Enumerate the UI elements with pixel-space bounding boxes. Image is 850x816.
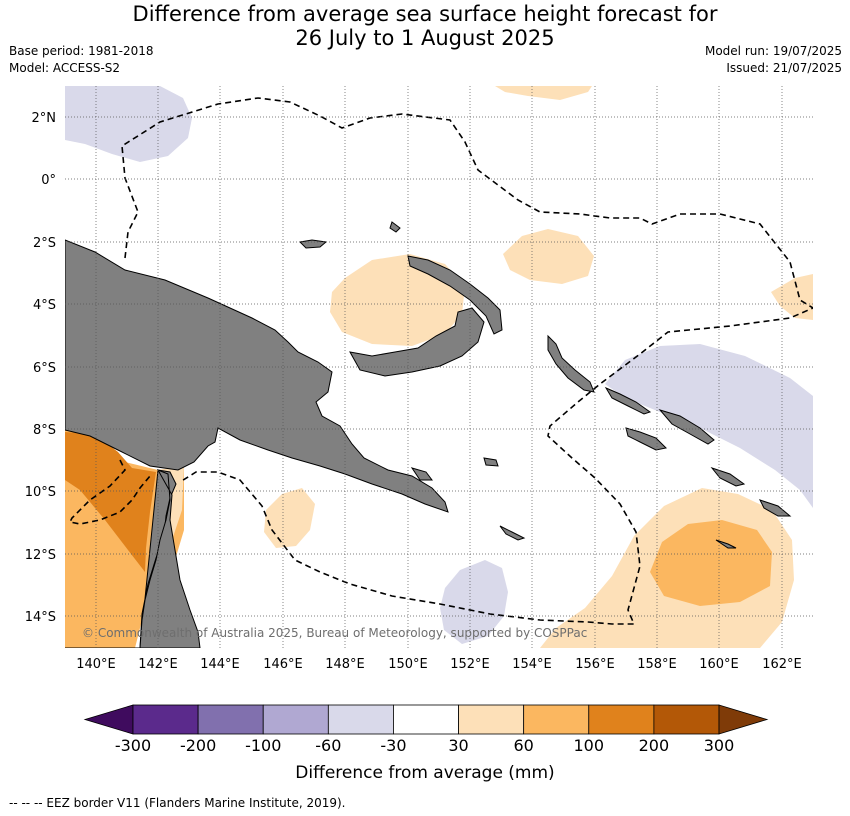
- copyright-text: © Commonwealth of Australia 2025, Bureau…: [82, 626, 587, 640]
- eez-border: [68, 97, 813, 625]
- land-rennell: [759, 499, 792, 517]
- colorbar-swatch: [523, 704, 590, 735]
- issued-date: Issued: 21/07/2025: [726, 61, 842, 75]
- lat-label-6s: 6°S: [33, 361, 56, 376]
- meta-right: Model run: 19/07/2025 Issued: 21/07/2025: [705, 43, 842, 77]
- land-solomons-north: [604, 386, 652, 415]
- colorbar-swatch: [327, 704, 394, 735]
- land-rossel: [715, 539, 737, 549]
- lon-label-160: 160°E: [699, 657, 739, 672]
- meta-left: Base period: 1981-2018 Model: ACCESS-S2: [9, 43, 154, 77]
- colorbar: -300 -200 -100 -60 -30 30 60 100 200 300 Differen…: [83, 704, 769, 783]
- lat-label-2n: 2°N: [32, 111, 57, 126]
- lat-label-2s: 2°S: [33, 236, 56, 251]
- gridlines: [65, 86, 813, 648]
- land-new-britain: [349, 307, 485, 377]
- land-lihir: [389, 221, 401, 233]
- forecast-map: © Commonwealth of Australia 2025, Bureau…: [25, 86, 813, 783]
- anomaly-negative-north: [65, 86, 192, 162]
- colorbar-tick-label: 60: [513, 736, 533, 755]
- anomaly-positive-central: [330, 254, 465, 346]
- anomaly-positive-southeast-core: [650, 520, 772, 606]
- land-queensland: [139, 469, 201, 648]
- lat-label-0: 0°: [41, 173, 56, 188]
- lon-label-142: 142°E: [138, 657, 178, 672]
- map-title: Difference from average sea surface heig…: [0, 2, 850, 50]
- colorbar-tick-label: -300: [115, 736, 151, 755]
- title-line-2: 26 July to 1 August 2025: [295, 26, 555, 50]
- colorbar-label: Difference from average (mm): [295, 763, 554, 783]
- lat-label-12s: 12°S: [25, 548, 56, 563]
- colorbar-tick-label: -100: [245, 736, 281, 755]
- lat-label-8s: 8°S: [33, 423, 56, 438]
- land-solomons-central: [658, 409, 715, 445]
- lat-axis-labels: 2°N 0° 2°S 4°S 6°S 8°S 10°S 12°S 14°S: [25, 111, 56, 625]
- title-line-1: Difference from average sea surface heig…: [132, 2, 718, 26]
- eez-border-png: [121, 97, 813, 625]
- lon-label-150: 150°E: [388, 657, 428, 672]
- lat-label-4s: 4°S: [33, 298, 56, 313]
- colorbar-swatch: [653, 704, 720, 735]
- colorbar-swatch: [588, 704, 655, 735]
- land-trobriand: [483, 457, 499, 467]
- land-bougainville: [547, 334, 595, 393]
- land-guadalcanal: [625, 427, 668, 451]
- colorbar-tick-label: -200: [180, 736, 216, 755]
- lon-label-162: 162°E: [762, 657, 802, 672]
- lon-label-154: 154°E: [512, 657, 552, 672]
- lon-label-146: 146°E: [263, 657, 303, 672]
- anomaly-positive-west-core: [65, 432, 156, 572]
- base-period: Base period: 1981-2018: [9, 44, 154, 58]
- colorbar-tick-label: 300: [704, 736, 735, 755]
- anomaly-positive-far-east: [771, 274, 813, 320]
- colorbar-swatch: [197, 704, 264, 735]
- lon-label-156: 156°E: [575, 657, 615, 672]
- lon-label-148: 148°E: [325, 657, 365, 672]
- model-name: Model: ACCESS-S2: [9, 61, 121, 75]
- colorbar-swatch: [262, 704, 329, 735]
- anomaly-positive-north: [495, 86, 592, 100]
- colorbar-tick-label: -60: [315, 736, 341, 755]
- colorbar-swatch: [458, 704, 525, 735]
- colorbar-extend-min: [83, 704, 134, 735]
- lon-label-144: 144°E: [200, 657, 240, 672]
- lon-label-140: 140°E: [76, 657, 116, 672]
- lon-label-152: 152°E: [450, 657, 490, 672]
- land-dentrecasteaux: [410, 467, 433, 481]
- anomaly-positive-coral: [264, 488, 315, 548]
- eez-footnote: -- -- -- EEZ border V11 (Flanders Marine…: [9, 796, 346, 810]
- land-manus: [298, 239, 328, 249]
- lon-label-158: 158°E: [637, 657, 677, 672]
- colorbar-tick-label: 200: [639, 736, 670, 755]
- anomaly-positive-east-small: [503, 229, 594, 284]
- colorbar-swatches: [83, 704, 769, 735]
- eez-border-torres: [68, 459, 151, 525]
- land-louisiade: [499, 525, 526, 541]
- lon-axis-labels: 140°E 142°E 144°E 146°E 148°E 150°E 152°…: [76, 657, 802, 672]
- colorbar-swatch: [393, 704, 459, 735]
- colorbar-extend-max: [718, 704, 769, 735]
- lat-label-14s: 14°S: [25, 610, 56, 625]
- anomaly-negative-south: [440, 560, 508, 644]
- land-layer: [65, 221, 792, 648]
- colorbar-swatch: [132, 704, 199, 735]
- model-run: Model run: 19/07/2025: [704, 44, 842, 58]
- colorbar-tick-label: -30: [380, 736, 406, 755]
- lat-label-10s: 10°S: [25, 485, 56, 500]
- land-new-ireland: [407, 255, 503, 335]
- colorbar-tick-labels: -300 -200 -100 -60 -30 30 60 100 200 300: [115, 736, 734, 755]
- colorbar-tick-label: 30: [448, 736, 468, 755]
- anomaly-layer: [65, 86, 813, 648]
- colorbar-tick-label: 100: [574, 736, 605, 755]
- land-new-guinea: [65, 239, 449, 513]
- anomaly-negative-east: [605, 344, 813, 508]
